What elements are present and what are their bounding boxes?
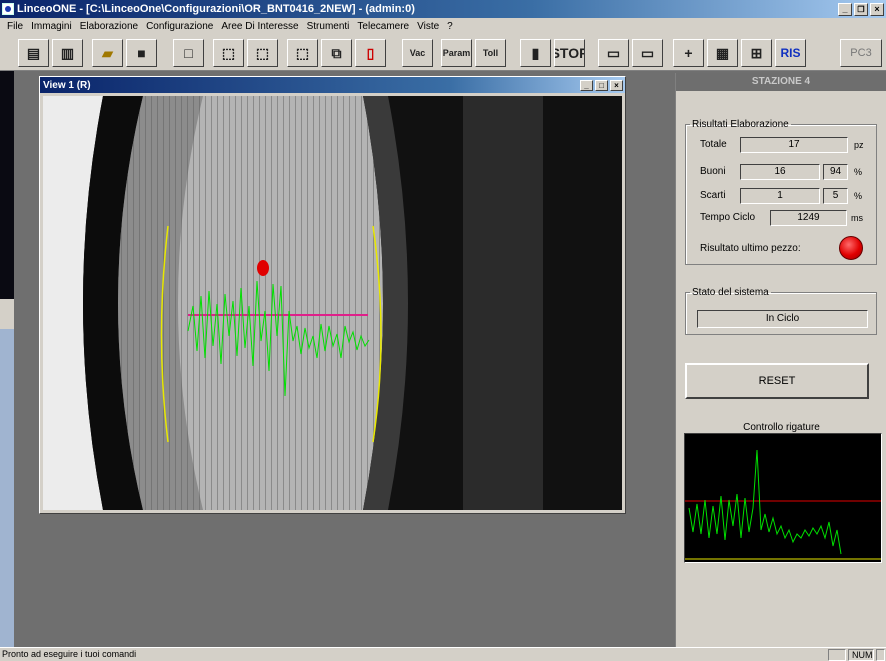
chart-title: Controllo rigature — [743, 422, 820, 433]
results-legend: Risultati Elaborazione — [692, 119, 789, 130]
status-cell-grip — [876, 649, 885, 661]
view-minimize-button[interactable]: _ — [580, 79, 593, 91]
camera-image[interactable] — [43, 96, 622, 510]
scarti-label: Scarti — [700, 190, 726, 201]
scratch-signal — [688, 449, 842, 555]
menu-elaborazione[interactable]: Elaborazione — [79, 21, 139, 32]
view-close-button[interactable]: × — [610, 79, 623, 91]
num-lock-indicator: NUM — [848, 649, 874, 661]
menu-help[interactable]: ? — [447, 21, 453, 32]
system-status-group: Stato del sistema — [685, 287, 877, 335]
menu-bar: File Immagini Elaborazione Configurazion… — [0, 18, 886, 35]
scarti-percent-unit: % — [854, 191, 863, 201]
display-alt-icon[interactable]: ▭ — [632, 39, 663, 67]
minimize-button[interactable]: _ — [838, 2, 852, 16]
step-icon[interactable]: ▮ — [520, 39, 551, 67]
panel-list-icon[interactable]: ▦ — [707, 39, 738, 67]
roi-right-boundary — [372, 225, 382, 443]
app-icon — [2, 3, 14, 15]
status-cell-empty — [828, 649, 846, 661]
roi-add-plus-icon[interactable]: ⬚ — [247, 39, 278, 67]
ris-label: RIS — [780, 46, 801, 60]
roi-copy-icon[interactable]: ⧉ — [321, 39, 352, 67]
vacuum-icon[interactable]: Vac — [402, 39, 433, 67]
open-folder-icon[interactable]: ▰ — [92, 39, 123, 67]
buoni-percent-unit: % — [854, 167, 863, 177]
system-status-value: In Ciclo — [697, 310, 868, 328]
totale-value: 17 — [740, 137, 848, 153]
scarti-value: 1 — [740, 188, 820, 204]
pc-label: PC3 — [850, 47, 872, 59]
close-button[interactable]: × — [870, 2, 884, 16]
results-group: Risultati Elaborazione — [685, 119, 877, 265]
tempo-ciclo-value: 1249 — [770, 210, 847, 226]
display-icon[interactable]: ▭ — [598, 39, 629, 67]
result-led-indicator — [839, 236, 863, 260]
station-panel: STAZIONE 4 Risultati Elaborazione Totale… — [675, 73, 886, 647]
save-icon[interactable]: ■ — [126, 39, 157, 67]
app-title-bar: LinceoONE - [C:\LinceoOne\Configurazioni… — [0, 0, 886, 18]
camera-icon[interactable]: ▤ — [18, 39, 49, 67]
param-icon[interactable]: Param — [441, 39, 472, 67]
menu-immagini[interactable]: Immagini — [31, 21, 72, 32]
roi-rect-icon[interactable]: □ — [173, 39, 204, 67]
app-title: LinceoONE - [C:\LinceoOne\Configurazioni… — [17, 3, 415, 15]
pc-button[interactable]: PC3 — [840, 39, 882, 67]
toolbar: ▤ ▥ ▰ ■ □ ⬚ ⬚ ⬚ ⧉ ▯ Vac Param Toll ▮ STO… — [0, 35, 886, 71]
station-header: STAZIONE 4 — [676, 73, 886, 91]
ultimo-pezzo-label: Risultato ultimo pezzo: — [700, 243, 801, 254]
grid-icon[interactable]: ⊞ — [741, 39, 772, 67]
scratch-control-chart — [684, 433, 882, 563]
toll-label: Toll — [482, 48, 499, 58]
ris-button[interactable]: RIS — [775, 39, 806, 67]
totale-unit: pz — [854, 140, 864, 150]
buoni-value: 16 — [740, 164, 820, 180]
tempo-ciclo-unit: ms — [851, 213, 863, 223]
menu-telecamere[interactable]: Telecamere — [357, 21, 410, 32]
vac-label: Vac — [409, 48, 426, 58]
reset-button[interactable]: RESET — [685, 363, 869, 399]
menu-strumenti[interactable]: Strumenti — [306, 21, 350, 32]
menu-configurazione[interactable]: Configurazione — [146, 21, 214, 32]
menu-aree-di-interesse[interactable]: Aree Di Interesse — [221, 21, 299, 32]
buoni-percent: 94 — [823, 164, 848, 180]
stop-button[interactable]: STOP — [554, 39, 585, 67]
defect-marker — [257, 260, 269, 276]
tempo-ciclo-label: Tempo Ciclo — [700, 212, 756, 223]
live-camera-icon[interactable]: ▥ — [52, 39, 83, 67]
profile-signal — [187, 280, 370, 397]
view-window[interactable]: View 1 (R) _ □ × — [39, 76, 626, 514]
roi-tool-icon[interactable]: ⬚ — [287, 39, 318, 67]
view-title: View 1 (R) — [43, 79, 91, 91]
toll-icon[interactable]: Toll — [475, 39, 506, 67]
view-restore-button[interactable]: □ — [595, 79, 608, 91]
camera-image-svg — [43, 96, 622, 510]
view-title-bar: View 1 (R) _ □ × — [40, 77, 625, 93]
crosshair-icon[interactable]: + — [673, 39, 704, 67]
restore-button[interactable]: ❐ — [854, 2, 868, 16]
scarti-percent: 5 — [823, 188, 848, 204]
param-label: Param — [442, 48, 471, 58]
menu-file[interactable]: File — [7, 21, 24, 32]
roi-add-star-icon[interactable]: ⬚ — [213, 39, 244, 67]
system-status-legend: Stato del sistema — [692, 287, 769, 298]
totale-label: Totale — [700, 139, 727, 150]
buoni-label: Buoni — [700, 166, 726, 177]
roi-list-icon[interactable]: ▯ — [355, 39, 386, 67]
desktop-background — [0, 71, 14, 647]
roi-left-boundary — [160, 225, 169, 443]
scratch-control-svg — [685, 449, 881, 560]
menu-viste[interactable]: Viste — [417, 21, 440, 32]
stop-icon: STOP — [555, 45, 584, 61]
status-bar: Pronto ad eseguire i tuoi comandi NUM — [0, 647, 886, 661]
status-message: Pronto ad eseguire i tuoi comandi — [2, 649, 137, 659]
